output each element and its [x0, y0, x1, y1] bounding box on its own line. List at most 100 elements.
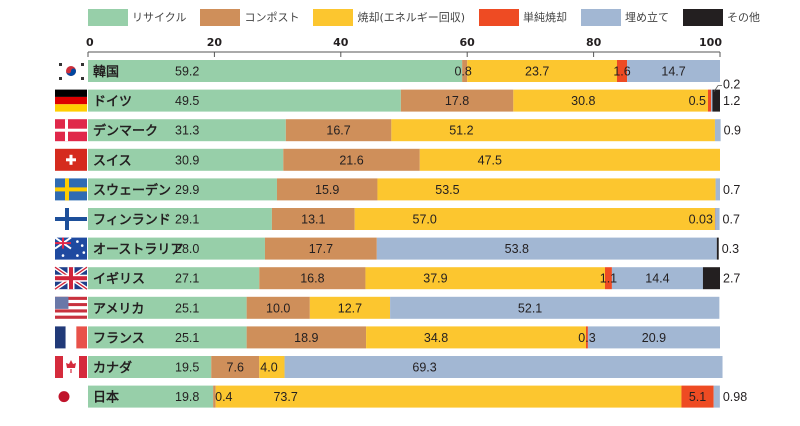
legend: リサイクル コンポスト 焼却(エネルギー回収) 単純焼却 埋め立て その他	[88, 8, 774, 26]
country-label: アメリカ	[93, 302, 144, 317]
data-label: 59.2	[175, 65, 199, 79]
data-label: 14.4	[645, 272, 669, 286]
data-label: 34.8	[424, 331, 448, 345]
country-label: オーストラリア	[93, 243, 183, 258]
denmark-flag-icon	[55, 119, 87, 142]
bar-segment-4	[284, 356, 723, 378]
bar-segment-0	[88, 296, 247, 319]
data-label: 73.7	[273, 390, 297, 404]
bar-segment-0	[88, 89, 401, 112]
france-flag-icon	[55, 326, 87, 349]
data-label: 0.03	[689, 213, 713, 227]
data-label: 25.1	[175, 301, 199, 315]
data-label: 10.0	[266, 301, 290, 315]
data-label: 16.7	[326, 124, 350, 138]
country-label: スイス	[93, 154, 132, 169]
bar-segment-1	[276, 178, 378, 201]
bar-segment-1	[285, 119, 392, 142]
bar-segment-4	[713, 385, 720, 408]
x-tick-label: 100	[699, 36, 722, 49]
legend-swatch	[313, 8, 354, 26]
uk-flag-icon	[53, 265, 89, 291]
bar-segment-2	[309, 296, 391, 319]
legend-swatch	[683, 8, 724, 26]
bar-segment-2	[365, 267, 605, 290]
data-label: 0.3	[722, 242, 739, 256]
legend-label: コンポスト	[244, 11, 300, 24]
bar-segment-3	[586, 326, 588, 349]
bar-segment-1	[259, 267, 366, 290]
bar-segment-0	[88, 356, 212, 378]
finland-flag-icon	[55, 208, 87, 230]
legend-item: 埋め立て	[581, 8, 670, 26]
bar-segment-4	[587, 326, 720, 349]
legend-label: リサイクル	[132, 11, 187, 24]
bar-segment-4	[390, 296, 720, 319]
legend-item: 単純焼却	[479, 8, 567, 26]
legend-item: 焼却(エネルギー回収)	[313, 8, 466, 26]
leader-line	[713, 85, 722, 92]
legend-item: その他	[683, 8, 761, 26]
bar-segment-0	[88, 119, 286, 142]
data-label: 30.8	[571, 94, 595, 108]
bar-segment-0	[88, 326, 247, 349]
data-label: 49.5	[175, 94, 199, 108]
switzerland-flag-icon	[55, 148, 87, 171]
bar-segment-0	[88, 148, 284, 171]
country-label: スウェーデン	[93, 182, 171, 198]
data-label: 20.9	[642, 331, 666, 345]
country-label: イギリス	[93, 271, 145, 287]
bar-segment-3	[707, 89, 712, 112]
legend-swatch	[88, 8, 128, 26]
legend-item: リサイクル	[88, 8, 187, 26]
country-label: デンマーク	[93, 123, 158, 139]
legend-item: コンポスト	[200, 8, 300, 26]
bar-segment-2	[467, 60, 617, 82]
bar-segment-5	[716, 237, 719, 260]
bar-segment-0	[88, 267, 260, 290]
x-tick-label: 20	[207, 36, 223, 49]
bar-segment-4	[714, 119, 721, 142]
data-label: 69.3	[412, 361, 436, 375]
country-label: 日本	[93, 390, 119, 406]
data-label: 25.1	[175, 331, 199, 345]
data-label: 57.0	[413, 213, 437, 227]
data-label: 0.7	[723, 213, 740, 227]
data-label: 37.9	[423, 272, 447, 286]
country-label: フィンランド	[93, 213, 171, 228]
bar-segment-2	[419, 148, 720, 171]
bar-segment-1	[271, 208, 355, 230]
data-label: 31.3	[175, 124, 199, 138]
bar-segment-2	[391, 119, 715, 142]
x-tick-label: 0	[86, 36, 94, 49]
bar-segment-2	[513, 89, 708, 112]
x-tick-label: 80	[586, 36, 602, 49]
bar-segment-4	[715, 178, 720, 201]
data-label: 23.7	[525, 65, 549, 79]
bar-segment-4	[376, 237, 717, 260]
data-label: 53.5	[435, 183, 459, 197]
country-label: フランス	[93, 331, 145, 346]
bar-segment-1	[264, 237, 377, 260]
country-label: カナダ	[93, 360, 132, 376]
data-label: 29.9	[175, 183, 199, 197]
data-label: 12.7	[338, 301, 362, 315]
korea-flag-icon	[55, 60, 87, 82]
data-label: 5.1	[689, 390, 706, 404]
bar-segment-1	[400, 89, 514, 112]
data-label: 15.9	[315, 183, 339, 197]
bar-segment-5	[702, 267, 720, 290]
data-label: 1.1	[600, 272, 617, 286]
bar-segment-5	[712, 89, 720, 112]
bar-segment-4	[711, 89, 713, 112]
legend-label: 埋め立て	[625, 11, 670, 24]
data-label: 30.9	[175, 153, 199, 167]
data-label: 1.6	[613, 65, 630, 79]
usa-flag-icon	[55, 296, 87, 319]
germany-flag-icon	[55, 89, 87, 112]
legend-label: その他	[727, 11, 761, 24]
data-label: 18.9	[294, 331, 318, 345]
data-label: 0.9	[724, 124, 741, 138]
legend-label: 焼却(エネルギー回収)	[357, 11, 466, 24]
data-label: 2.7	[723, 272, 740, 286]
